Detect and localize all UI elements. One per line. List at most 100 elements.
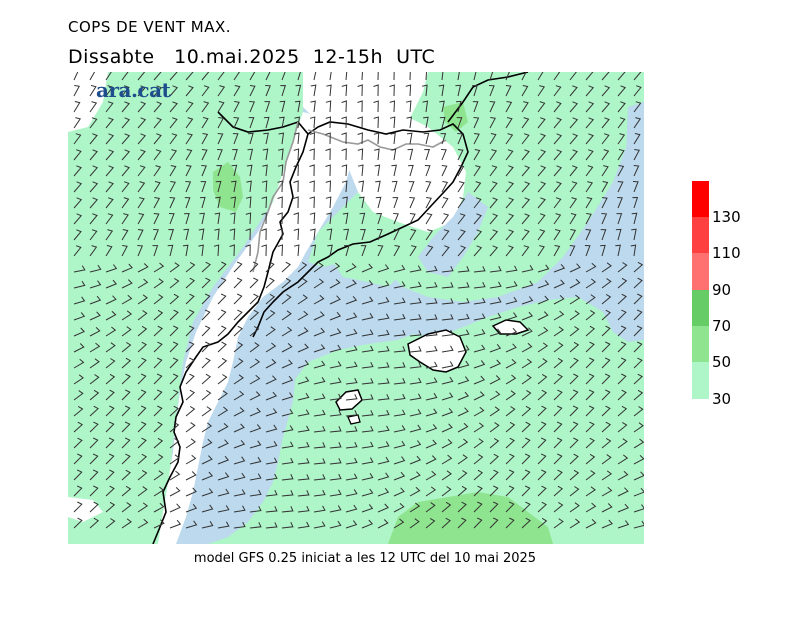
wind-barb <box>310 244 317 257</box>
wind-barb <box>329 72 332 81</box>
wind-barb <box>313 311 325 321</box>
wind-barb <box>217 374 228 385</box>
wind-barb <box>341 132 347 145</box>
wind-barb <box>343 228 350 241</box>
wind-barb <box>553 310 565 321</box>
wind-barb <box>89 85 97 97</box>
wind-barb <box>361 378 374 385</box>
wind-barb <box>217 277 227 289</box>
wind-barb <box>521 453 531 465</box>
wind-barb <box>249 325 260 337</box>
wind-barb <box>277 244 284 257</box>
coastline-france <box>252 121 469 338</box>
wind-barb <box>472 84 478 97</box>
wind-barb <box>377 313 390 321</box>
wind-barb <box>521 181 531 193</box>
wind-barb <box>425 181 432 193</box>
wind-barb <box>553 357 564 369</box>
wind-barb <box>137 405 147 417</box>
wind-barb <box>569 229 577 241</box>
map-title: COPS DE VENT MAX. <box>68 18 232 36</box>
wind-barb <box>217 357 228 369</box>
wind-barb <box>89 421 99 433</box>
wind-barb <box>617 373 627 385</box>
wind-barb <box>297 327 309 337</box>
wind-barb <box>185 438 196 449</box>
wind-barb <box>233 101 240 113</box>
wind-barb <box>601 373 611 385</box>
wind-barb <box>169 277 180 289</box>
wind-barb <box>377 487 390 497</box>
wind-barb <box>424 148 430 161</box>
wind-barb <box>137 165 146 177</box>
wind-barb <box>521 342 533 353</box>
wind-barb <box>89 358 100 369</box>
wind-barb <box>489 165 498 177</box>
wind-barb <box>585 262 597 273</box>
wind-barb <box>631 228 637 241</box>
wind-barb <box>215 196 221 209</box>
wind-barb <box>489 281 502 289</box>
wind-barb <box>505 165 514 177</box>
wind-barb <box>297 376 310 385</box>
wind-barb <box>201 504 214 513</box>
wind-barb <box>279 100 286 113</box>
wind-barb <box>407 148 414 161</box>
wind-barb <box>361 519 374 529</box>
wind-barb <box>137 325 148 337</box>
wind-barb <box>329 489 342 497</box>
land-calm-provence <box>333 100 466 232</box>
wind-barb <box>569 310 580 321</box>
wind-barb <box>169 262 180 273</box>
wind-barb <box>297 441 310 449</box>
wind-barb <box>425 361 438 369</box>
wind-barb <box>233 117 240 129</box>
wind-barb <box>457 149 464 161</box>
wind-barb <box>345 426 358 433</box>
wind-barb <box>425 439 437 449</box>
wind-barb <box>617 181 624 193</box>
wind-barb <box>89 327 101 337</box>
wind-barb <box>457 501 467 513</box>
wind-barb <box>617 117 626 129</box>
wind-barb <box>327 244 333 257</box>
wind-barb <box>245 228 251 241</box>
wind-barb <box>277 164 284 177</box>
wind-barb <box>553 405 563 417</box>
border-france-spain <box>252 121 299 273</box>
wind-barb <box>169 438 180 449</box>
wind-barb <box>265 85 271 97</box>
wind-barb <box>569 245 576 257</box>
wind-barb <box>473 360 486 369</box>
wind-barb <box>569 149 578 161</box>
wind-barb <box>617 101 626 113</box>
wind-barb <box>297 474 310 481</box>
wind-barb <box>441 213 450 225</box>
wind-barb <box>182 244 189 257</box>
wind-barb <box>441 361 454 369</box>
wind-barb <box>521 469 531 481</box>
wind-barb <box>585 325 596 337</box>
wind-barb <box>121 197 130 209</box>
wind-barb <box>73 327 85 337</box>
wind-barb <box>137 101 147 113</box>
wind-barb <box>281 490 294 497</box>
wind-barb <box>457 329 470 337</box>
wind-barb <box>231 180 237 193</box>
wind-barb <box>505 181 515 193</box>
wind-barb <box>505 149 514 161</box>
wind-barb <box>309 164 315 177</box>
wind-barb <box>169 165 177 177</box>
wind-barb <box>233 390 245 401</box>
wind-barb <box>201 373 212 385</box>
wind-barb <box>489 437 500 449</box>
legend-label-70: 70 <box>712 317 732 335</box>
wind-barb <box>569 437 579 449</box>
wind-barb <box>345 504 358 513</box>
wind-barb <box>185 357 195 369</box>
wind-barb <box>105 197 114 209</box>
wind-barb <box>537 133 546 145</box>
wind-barb <box>441 197 449 209</box>
wind-barb <box>121 341 132 353</box>
wind-barb <box>89 453 99 465</box>
